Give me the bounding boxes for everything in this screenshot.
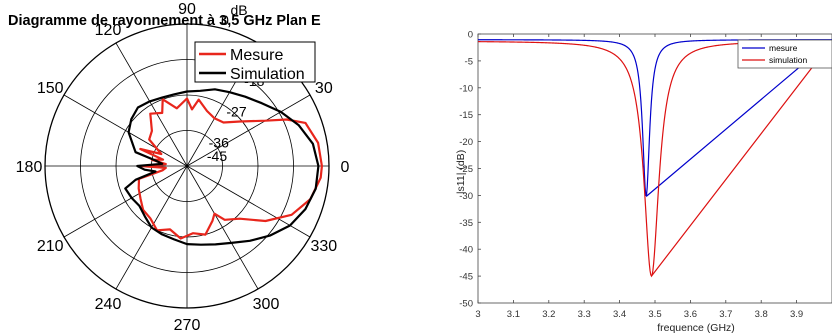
polar-chart-title: Diagramme de rayonnement à 3,5 GHz Plan … <box>8 13 321 29</box>
polar-spoke <box>186 94 311 167</box>
s11-y-tick-label: -20 <box>459 137 473 148</box>
polar-angle-tick-label: 0 <box>341 159 350 176</box>
polar-angle-tick-label: 150 <box>37 80 64 97</box>
s11-x-tick-label: 3.6 <box>684 309 697 320</box>
s11-y-tick-label: -50 <box>459 299 473 310</box>
s11-plot-area <box>477 33 832 304</box>
polar-legend: Mesure Simulation <box>194 41 316 83</box>
legend-label-mesure: Mesure <box>230 47 283 64</box>
s11-y-tick-label: -25 <box>459 164 473 175</box>
polar-radial-tick-label: -36 <box>209 134 229 150</box>
polar-radiation-chart: Diagramme de rayonnement à 3,5 GHz Plan … <box>8 1 350 333</box>
s11-x-axis-label: frequence (GHz) <box>657 322 735 333</box>
s11-y-tick-label: -40 <box>459 245 473 256</box>
s11-legend-box <box>737 39 832 69</box>
s11-y-tick-label: -5 <box>465 56 473 67</box>
s11-line-chart: 3 3.1 3.2 3.3 3.4 3.5 3.6 3.7 3.8 3.9 0 -5 -10 -15 -20… <box>455 30 832 333</box>
s11-x-tick-label: 3.7 <box>719 309 732 320</box>
polar-series-mesure <box>137 97 323 240</box>
polar-angle-tick-label: 180 <box>16 159 43 176</box>
s11-y-tick-label: -15 <box>459 110 473 121</box>
s11-x-tick-label: 3.9 <box>790 309 803 320</box>
polar-radial-tick-label: -45 <box>207 148 227 164</box>
polar-series-simulation <box>124 88 320 246</box>
legend-label-mesure: mesure <box>769 43 798 53</box>
legend-label-simulation: Simulation <box>230 66 305 83</box>
polar-angle-tick-label: 330 <box>310 238 337 255</box>
polar-angle-tick-label: 270 <box>174 317 201 333</box>
s11-y-tick-label: -10 <box>459 83 473 94</box>
polar-angle-tick-label: 90 <box>178 1 196 18</box>
polar-spoke <box>186 165 259 290</box>
s11-y-tick-label: -35 <box>459 218 473 229</box>
polar-radial-tick-label: -27 <box>226 104 246 120</box>
s11-y-tick-label: 0 <box>468 30 473 41</box>
polar-legend-box <box>194 41 316 83</box>
s11-y-tick-label: -45 <box>459 272 473 283</box>
polar-series <box>124 88 323 246</box>
s11-x-tick-label: 3 <box>475 309 480 320</box>
s11-x-tick-label: 3.4 <box>613 309 626 320</box>
polar-angle-tick-label: 30 <box>315 80 333 97</box>
s11-axes: 3 3.1 3.2 3.3 3.4 3.5 3.6 3.7 3.8 3.9 0 -5 -10 -15 -20… <box>459 30 832 320</box>
polar-spoke <box>63 94 188 167</box>
s11-y-tick-label: -30 <box>459 191 473 202</box>
polar-radial-tick-label: 0 <box>221 12 229 28</box>
s11-legend: mesure simulation <box>737 39 832 69</box>
polar-labels: 030901201501802102402703003300-18-27-36-… <box>16 1 350 333</box>
s11-x-tick-label: 3.1 <box>507 309 520 320</box>
s11-y-axis-label: |s11| (dB) <box>455 150 467 194</box>
polar-spoke <box>63 165 188 238</box>
polar-spoke <box>115 42 188 167</box>
s11-x-tick-label: 3.3 <box>578 309 591 320</box>
polar-angle-tick-label: 300 <box>253 296 280 313</box>
polar-radial-unit: dB <box>230 2 247 18</box>
legend-label-simulation: simulation <box>769 55 808 65</box>
polar-angle-tick-label: 210 <box>37 238 64 255</box>
s11-x-tick-label: 3.2 <box>542 309 555 320</box>
polar-spoke <box>186 165 311 238</box>
s11-x-tick-label: 3.5 <box>648 309 661 320</box>
polar-angle-tick-label: 240 <box>95 296 122 313</box>
s11-x-tick-label: 3.8 <box>755 309 768 320</box>
polar-angle-tick-label: 120 <box>95 22 122 39</box>
